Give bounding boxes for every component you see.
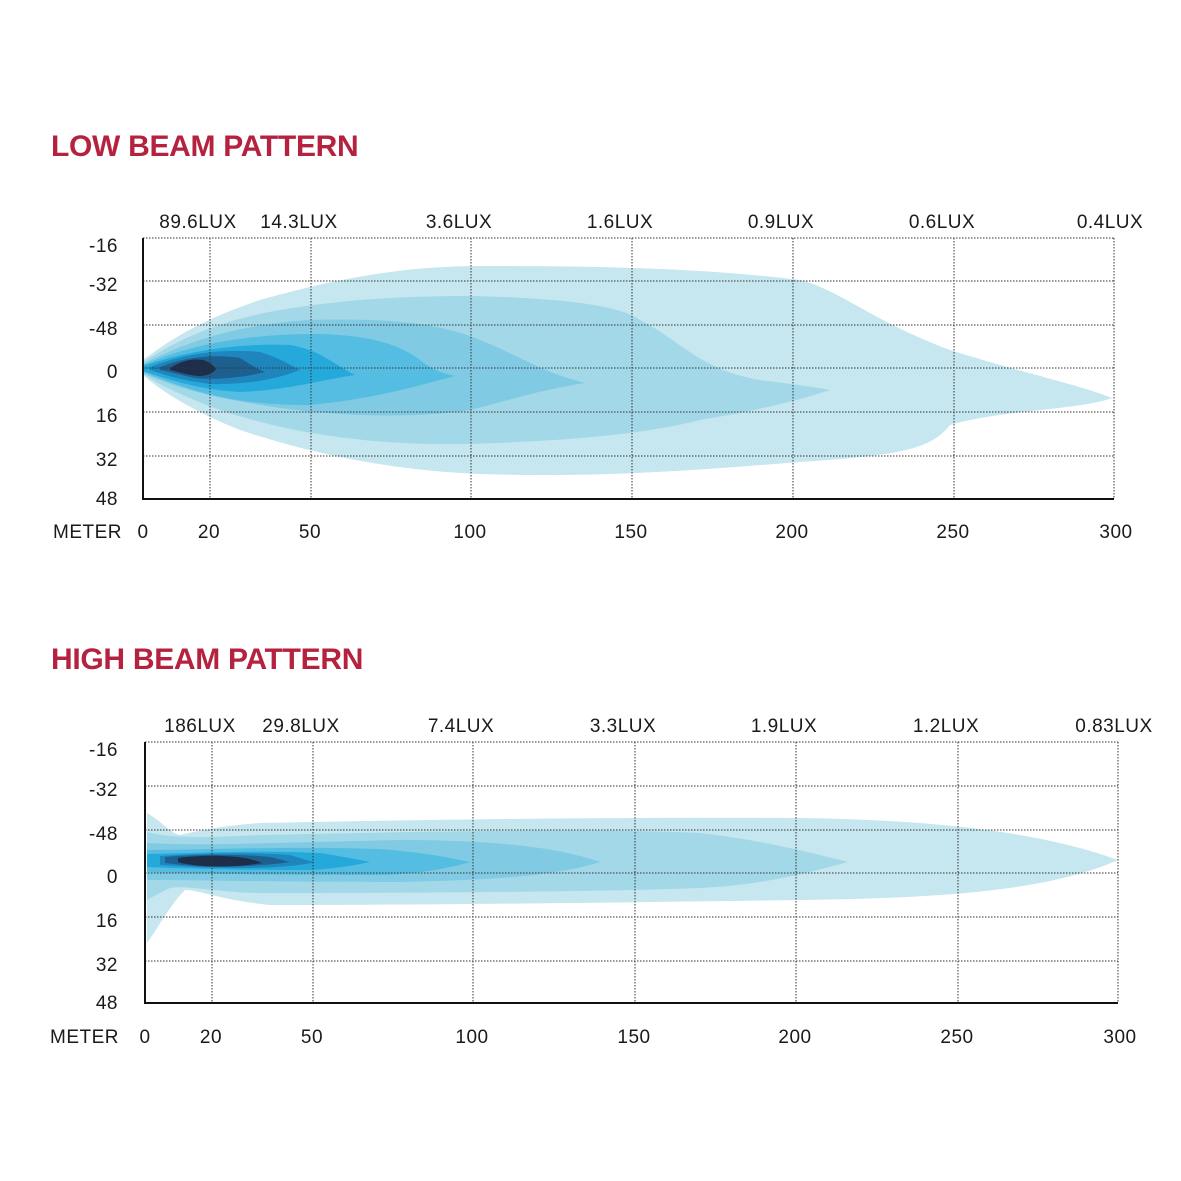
low-beam-lux-label: 0.6LUX <box>909 212 975 233</box>
low-beam-y-tick-label: -16 <box>89 236 118 257</box>
low-beam-y-tick-label: -32 <box>89 275 118 296</box>
high-beam-y-tick-label: -48 <box>89 824 118 845</box>
high-beam-x-tick-label: 250 <box>940 1027 973 1048</box>
high-beam-x-tick-label: 100 <box>455 1027 488 1048</box>
low-beam-lux-label: 0.4LUX <box>1077 212 1143 233</box>
low-beam-title: LOW BEAM PATTERN <box>51 130 359 163</box>
low-beam-x-tick-label: 150 <box>614 522 647 543</box>
high-beam-x-tick-label: 0 <box>139 1027 150 1048</box>
high-beam-y-tick-label: -16 <box>89 740 118 761</box>
low-beam-x-tick-label: 250 <box>936 522 969 543</box>
high-beam-y-tick-label: 48 <box>96 993 118 1014</box>
high-beam-x-tick-label: 20 <box>200 1027 222 1048</box>
high-beam-chart: -16 -32 -48 0 16 32 48 0 20 50 100 150 200 250 300 METE… <box>50 716 1152 1048</box>
low-beam-x-tick-label: 0 <box>137 522 148 543</box>
low-beam-lux-label: 0.9LUX <box>748 212 814 233</box>
high-beam-x-tick-label: 50 <box>301 1027 323 1048</box>
high-beam-lux-label: 29.8LUX <box>262 716 339 737</box>
high-beam-y-tick-label: -32 <box>89 780 118 801</box>
low-beam-x-tick-label: 50 <box>299 522 321 543</box>
high-beam-y-tick-label: 32 <box>96 955 118 976</box>
low-beam-x-tick-label: 20 <box>198 522 220 543</box>
low-beam-y-tick-label: 48 <box>96 489 118 510</box>
high-beam-y-tick-label: 16 <box>96 911 118 932</box>
low-beam-lux-label: 1.6LUX <box>587 212 653 233</box>
high-beam-x-tick-label: 300 <box>1103 1027 1136 1048</box>
high-beam-y-tick-label: 0 <box>107 867 118 888</box>
high-beam-x-tick-label: 200 <box>778 1027 811 1048</box>
low-beam-lux-label: 3.6LUX <box>426 212 492 233</box>
low-beam-chart: -16 -32 -48 0 16 32 48 0 20 50 100 150 200 250 300 METE… <box>53 212 1143 543</box>
low-beam-contour-8 <box>170 359 216 376</box>
low-beam-y-tick-label: 32 <box>96 450 118 471</box>
low-beam-x-tick-label: 100 <box>453 522 486 543</box>
high-beam-lux-label: 7.4LUX <box>428 716 494 737</box>
low-beam-lux-label: 14.3LUX <box>260 212 337 233</box>
high-beam-lux-label: 1.9LUX <box>751 716 817 737</box>
low-beam-y-tick-label: 0 <box>107 362 118 383</box>
high-beam-lux-label: 0.83LUX <box>1075 716 1152 737</box>
low-beam-x-tick-label: 300 <box>1099 522 1132 543</box>
high-beam-x-axis-label: METER <box>50 1027 119 1048</box>
high-beam-lux-label: 1.2LUX <box>913 716 979 737</box>
low-beam-x-tick-label: 200 <box>775 522 808 543</box>
high-beam-contour-8 <box>178 855 262 867</box>
high-beam-lux-label: 186LUX <box>164 716 236 737</box>
low-beam-x-axis-label: METER <box>53 522 122 543</box>
low-beam-y-tick-label: 16 <box>96 406 118 427</box>
high-beam-x-tick-label: 150 <box>617 1027 650 1048</box>
low-beam-y-tick-label: -48 <box>89 319 118 340</box>
low-beam-lux-label: 89.6LUX <box>159 212 236 233</box>
high-beam-lux-label: 3.3LUX <box>590 716 656 737</box>
high-beam-title: HIGH BEAM PATTERN <box>51 643 364 676</box>
